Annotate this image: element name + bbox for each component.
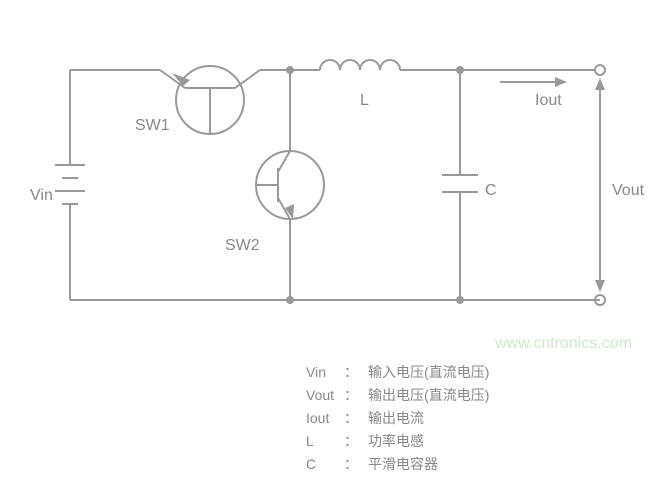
legend-desc: 功率电感 <box>364 431 493 452</box>
legend-desc: 输出电流 <box>364 408 493 429</box>
legend-row: C：平滑电容器 <box>302 454 493 475</box>
transistor-sw1 <box>160 66 260 134</box>
label-vout: Vout <box>612 182 645 199</box>
iout-arrow <box>500 77 567 87</box>
capacitor-c <box>442 175 478 192</box>
inductor-l <box>320 60 400 70</box>
legend: Vin：输入电压(直流电压) Vout：输出电压(直流电压) Iout：输出电流… <box>300 360 495 477</box>
label-vin: Vin <box>30 187 53 204</box>
label-sw1: SW1 <box>135 117 170 134</box>
label-c: C <box>485 182 497 199</box>
legend-row: Iout：输出电流 <box>302 408 493 429</box>
circuit-diagram: Vin SW1 SW2 L C Iout Vout <box>0 0 660 360</box>
legend-sym: L <box>302 431 338 452</box>
legend-desc: 输入电压(直流电压) <box>364 362 493 383</box>
transistor-sw2 <box>256 151 324 219</box>
label-iout: Iout <box>535 92 562 109</box>
legend-desc: 输出电压(直流电压) <box>364 385 493 406</box>
legend-sym: Vin <box>302 362 338 383</box>
source-vin <box>55 165 85 204</box>
watermark: www.cntronics.com <box>495 335 632 353</box>
label-l: L <box>360 92 369 109</box>
terminal-out-top <box>595 65 605 75</box>
label-sw2: SW2 <box>225 237 260 254</box>
legend-sym: C <box>302 454 338 475</box>
legend-desc: 平滑电容器 <box>364 454 493 475</box>
legend-row: Vout：输出电压(直流电压) <box>302 385 493 406</box>
legend-sym: Iout <box>302 408 338 429</box>
legend-row: Vin：输入电压(直流电压) <box>302 362 493 383</box>
legend-sym: Vout <box>302 385 338 406</box>
vout-arrow <box>595 78 605 292</box>
legend-row: L：功率电感 <box>302 431 493 452</box>
legend-table: Vin：输入电压(直流电压) Vout：输出电压(直流电压) Iout：输出电流… <box>300 360 495 477</box>
